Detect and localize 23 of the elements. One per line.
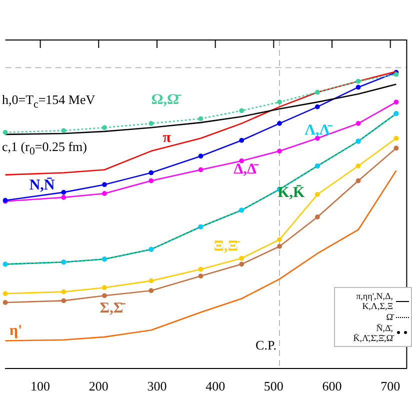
x-tick-label: 100 xyxy=(30,378,50,394)
annotation: h,0=T$_{c}$=154 MeV xyxy=(2,92,96,111)
x-tick-label: 400 xyxy=(206,378,226,394)
x-tick-label: 500 xyxy=(264,378,284,394)
series-label: η' xyxy=(9,322,22,339)
annotation: π,ηη',N,Δ, K,Λ,Σ,Ξ xyxy=(356,291,393,311)
x-tick-label: 200 xyxy=(88,378,108,394)
x-tick-label: 600 xyxy=(322,378,342,394)
x-tick-label: 700 xyxy=(380,378,400,394)
series-label: Λ,Λ̄ xyxy=(304,122,334,139)
annotation: c,1 (r$_{0}$=0.25 fm) xyxy=(2,139,87,158)
x-tick-label: 300 xyxy=(147,378,167,394)
ref-line-label: C.P. xyxy=(256,337,277,352)
series-label: N,N̄ xyxy=(29,177,55,194)
key-box: π,ηη',N,Δ, K,Λ,Σ,Ξ Ω̄ N̄,Δ̄, K̄,Λ̄,Σ̄,Ξ̄,Ω̄ xyxy=(334,287,412,347)
annotation: N̄,Δ̄, K̄,Λ̄,Σ̄,Ξ̄,Ω̄ xyxy=(353,323,393,343)
series-label: Δ,Δ̄ xyxy=(234,162,260,178)
annotation: Ω̄ xyxy=(386,312,393,322)
series-label: Ω,Ω̄ xyxy=(151,92,182,108)
series-label: π xyxy=(162,130,172,146)
series-label: K,K̄ xyxy=(278,184,306,202)
series-label: Ξ,Ξ̄ xyxy=(214,238,241,255)
series-label: Σ,Σ̄ xyxy=(100,300,126,316)
